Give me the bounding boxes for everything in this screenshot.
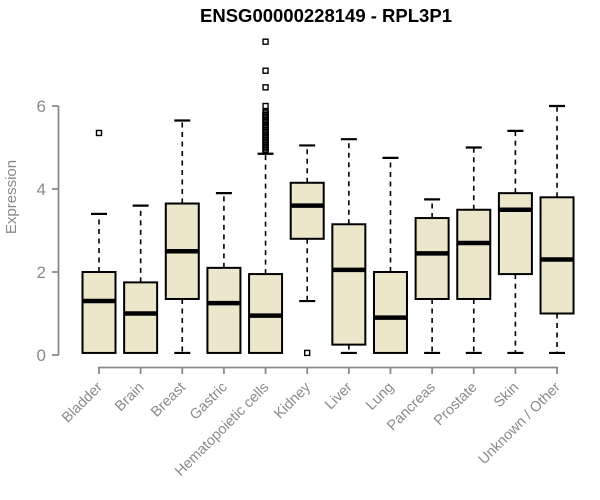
- iqr-box: [372, 271, 408, 354]
- outlier-point: [95, 129, 103, 137]
- outlier-point: [262, 143, 269, 150]
- outlier-point: [262, 118, 269, 125]
- iqr-box: [81, 271, 117, 354]
- x-tick-label: Prostate: [431, 380, 480, 429]
- box-group-unknown-other: [539, 104, 575, 355]
- box-group-bladder: [81, 129, 117, 354]
- iqr-box: [289, 181, 325, 240]
- box-group-lung: [372, 156, 408, 354]
- outlier-point: [262, 126, 269, 134]
- x-tick-label: Skin: [491, 380, 522, 411]
- chart-title: ENSG00000228149 - RPL3P1: [200, 5, 452, 26]
- y-tick-label: 2: [37, 263, 46, 282]
- box-group-liver: [331, 138, 367, 355]
- x-tick-label: Kidney: [271, 379, 314, 422]
- y-tick-label: 4: [37, 180, 46, 199]
- iqr-box: [539, 196, 575, 315]
- iqr-box: [414, 217, 450, 300]
- outlier-point: [262, 125, 269, 132]
- boxes-layer: [81, 38, 575, 357]
- iqr-box: [206, 266, 242, 354]
- outlier-point: [262, 111, 269, 119]
- outlier-point: [262, 136, 269, 144]
- iqr-box: [123, 281, 159, 354]
- outlier-point: [262, 67, 269, 74]
- iqr-box: [456, 208, 492, 300]
- y-axis-label: Expression: [3, 160, 20, 234]
- outlier-point: [262, 146, 269, 154]
- x-tick-label: Brain: [112, 380, 147, 415]
- outlier-point: [262, 113, 269, 120]
- outlier-point: [262, 128, 269, 135]
- outlier-point: [262, 145, 269, 152]
- box-group-hematopoietic-cells: [248, 38, 284, 354]
- box-group-kidney: [289, 144, 325, 357]
- outlier-point: [262, 138, 269, 145]
- outlier-point: [262, 115, 269, 122]
- outlier-point: [262, 108, 269, 116]
- outlier-point: [262, 131, 269, 139]
- outlier-point: [262, 120, 269, 127]
- box-group-breast: [164, 119, 200, 355]
- box-group-gastric: [206, 192, 242, 354]
- x-tick-label: Lung: [363, 380, 397, 414]
- outlier-point: [262, 84, 269, 91]
- outlier-point: [262, 140, 269, 147]
- box-group-prostate: [456, 146, 492, 355]
- x-tick-label: Bladder: [59, 379, 106, 426]
- outlier-point: [304, 349, 311, 357]
- y-tick-label: 6: [37, 97, 46, 116]
- outlier-point: [262, 141, 269, 149]
- outlier-point: [262, 116, 269, 124]
- y-tick-label: 0: [37, 346, 46, 365]
- outlier-point: [262, 130, 269, 137]
- outlier-point: [262, 121, 269, 129]
- outlier-point: [262, 38, 269, 45]
- box-group-pancreas: [414, 198, 450, 355]
- outlier-point: [262, 123, 269, 130]
- outlier-point: [262, 133, 269, 140]
- outlier-point: [262, 102, 269, 110]
- iqr-box: [497, 192, 533, 276]
- x-tick-label: Breast: [148, 380, 189, 421]
- x-tick-label: Liver: [322, 379, 356, 413]
- outlier-point: [262, 135, 269, 142]
- outlier-point: [262, 110, 269, 117]
- box-group-brain: [123, 204, 159, 354]
- iqr-box: [331, 223, 367, 346]
- box-group-skin: [497, 129, 533, 355]
